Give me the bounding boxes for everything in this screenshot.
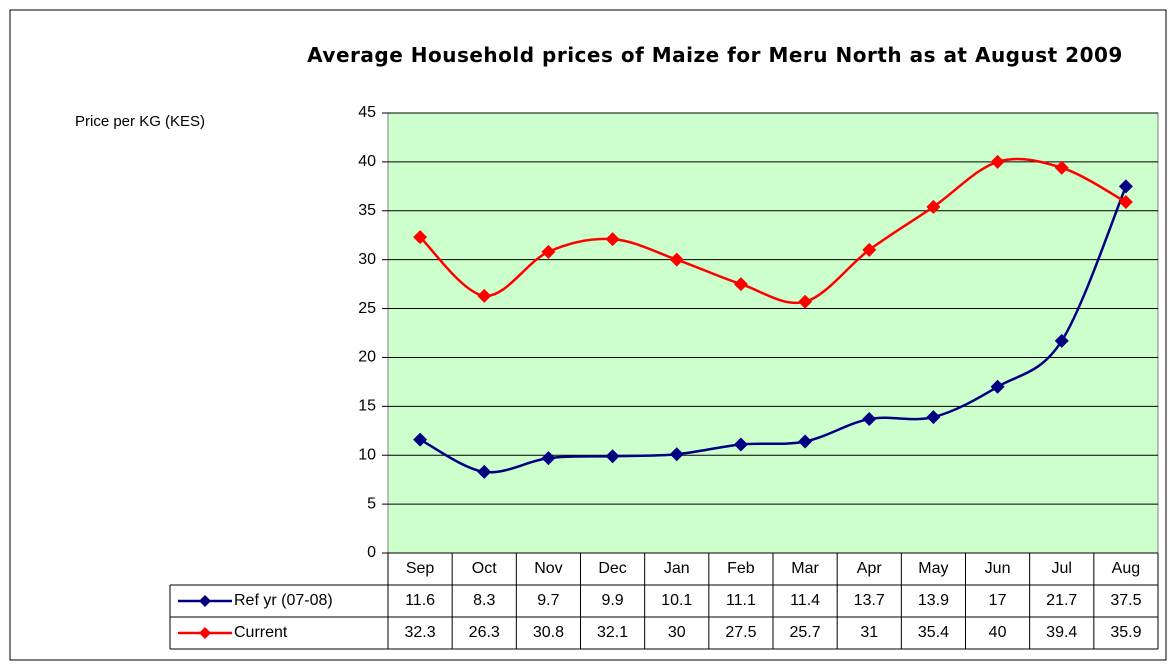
table-value: 31 xyxy=(860,624,878,641)
x-tick-label: Jun xyxy=(985,560,1011,577)
x-tick-label: Apr xyxy=(857,560,883,577)
table-value: 30.8 xyxy=(533,624,564,641)
x-tick-label: Jul xyxy=(1052,560,1072,577)
table-value: 27.5 xyxy=(725,624,756,641)
marker xyxy=(1118,194,1133,209)
table-value: 11.4 xyxy=(790,592,820,609)
marker xyxy=(862,242,877,257)
table-value: 11.6 xyxy=(405,592,435,609)
table-value: 11.1 xyxy=(726,592,756,609)
table-value: 17 xyxy=(989,592,1007,609)
y-tick-label: 35 xyxy=(358,202,376,219)
x-tick-label: Aug xyxy=(1112,560,1140,577)
y-axis-label: Price per KG (KES) xyxy=(75,113,205,130)
marker xyxy=(798,294,813,309)
y-tick-label: 40 xyxy=(358,153,376,170)
x-tick-label: May xyxy=(918,560,948,577)
marker xyxy=(1054,333,1069,348)
y-tick-label: 20 xyxy=(358,349,376,366)
marker xyxy=(477,288,492,303)
table-value: 9.7 xyxy=(537,592,559,609)
legend-label: Ref yr (07-08) xyxy=(234,592,333,609)
y-tick-label: 30 xyxy=(358,251,376,268)
y-tick-label: 45 xyxy=(358,104,376,121)
y-tick-label: 10 xyxy=(358,446,376,463)
table-value: 9.9 xyxy=(601,592,623,609)
table-value: 25.7 xyxy=(790,624,821,641)
marker xyxy=(413,230,428,245)
table-value: 30 xyxy=(668,624,686,641)
marker xyxy=(733,437,748,452)
table-value: 13.9 xyxy=(918,592,949,609)
table-value: 32.1 xyxy=(597,624,628,641)
y-tick-label: 25 xyxy=(358,300,376,317)
chart-title: Average Household prices of Maize for Me… xyxy=(307,43,1123,67)
marker xyxy=(733,277,748,292)
marker xyxy=(926,410,941,425)
legend-marker xyxy=(199,595,211,607)
legend-marker xyxy=(199,627,211,639)
table-value: 8.3 xyxy=(473,592,495,609)
marker xyxy=(990,154,1005,169)
x-tick-label: Oct xyxy=(472,560,497,577)
marker xyxy=(1118,179,1133,194)
table-value: 39.4 xyxy=(1046,624,1077,641)
table-value: 35.9 xyxy=(1110,624,1141,641)
y-tick-label: 0 xyxy=(367,544,376,561)
marker xyxy=(605,232,620,247)
marker xyxy=(541,244,556,259)
marker xyxy=(1054,160,1069,175)
legend-label: Current xyxy=(234,624,288,641)
marker xyxy=(798,434,813,449)
marker xyxy=(477,464,492,479)
marker xyxy=(862,412,877,427)
table-value: 26.3 xyxy=(469,624,500,641)
x-tick-label: Mar xyxy=(791,560,819,577)
x-tick-label: Feb xyxy=(727,560,755,577)
table-value: 40 xyxy=(989,624,1007,641)
marker xyxy=(990,379,1005,394)
table-value: 10.1 xyxy=(661,592,692,609)
table-value: 13.7 xyxy=(854,592,885,609)
marker xyxy=(926,199,941,214)
y-tick-label: 15 xyxy=(358,398,376,415)
chart-border xyxy=(9,9,1167,661)
table-value: 37.5 xyxy=(1110,592,1141,609)
x-tick-label: Nov xyxy=(534,560,562,577)
x-tick-label: Sep xyxy=(406,560,435,577)
marker xyxy=(669,447,684,462)
marker xyxy=(541,451,556,466)
table-value: 32.3 xyxy=(405,624,436,641)
plot-area xyxy=(387,112,1159,554)
marker xyxy=(413,432,428,447)
y-tick-label: 5 xyxy=(367,495,376,512)
marker xyxy=(605,449,620,464)
x-tick-label: Jan xyxy=(664,560,690,577)
table-value: 21.7 xyxy=(1046,592,1077,609)
x-tick-label: Dec xyxy=(598,560,626,577)
table-value: 35.4 xyxy=(918,624,949,641)
marker xyxy=(669,252,684,267)
